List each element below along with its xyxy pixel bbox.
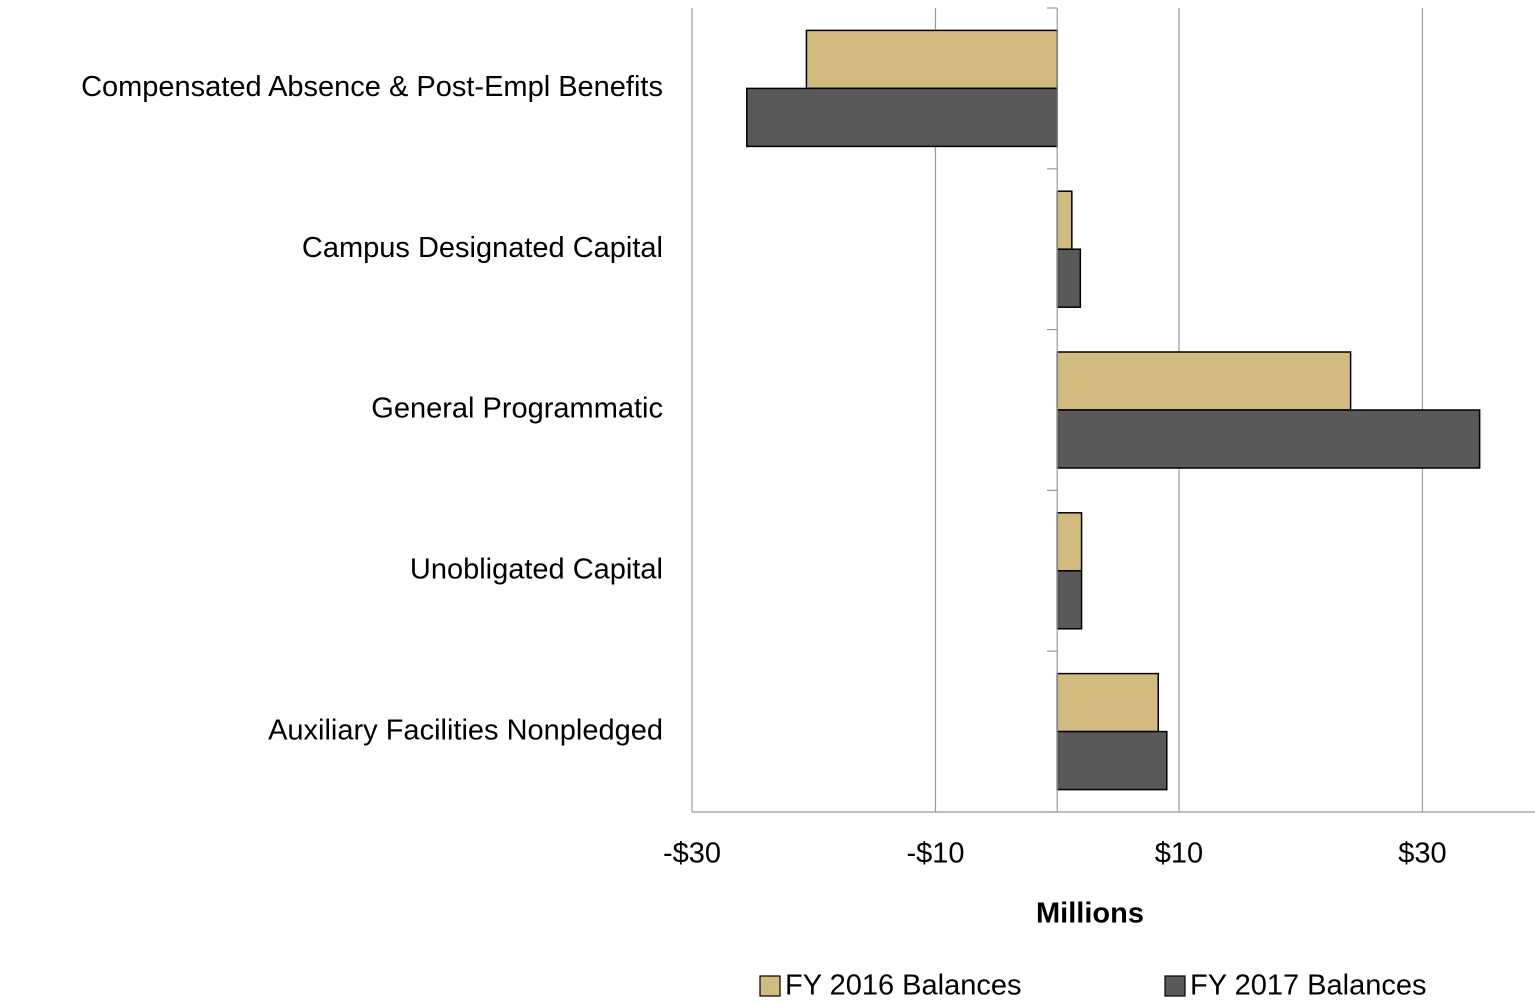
bar [1056,351,1352,411]
y-tick-label: Compensated Absence & Post-Empl Benefits [81,71,663,103]
bar [746,87,1058,148]
bar [1056,672,1160,733]
x-tick-label: $10 [1155,838,1203,870]
bar [1056,512,1083,572]
bar [1056,409,1481,469]
y-tick-label: General Programmatic [371,393,663,425]
legend-swatch [1164,975,1186,997]
x-axis-title: Millions [1036,898,1144,930]
legend-label: FY 2016 Balances [785,970,1021,1002]
legend-swatch [759,975,781,997]
y-tick-label: Auxiliary Facilities Nonpledged [268,714,663,746]
y-tick-label: Unobligated Capital [410,553,663,585]
legend-label: FY 2017 Balances [1190,970,1426,1002]
x-tick-label: -$10 [906,838,964,870]
bar [1056,570,1083,630]
x-tick-label: $30 [1398,838,1446,870]
bar [1056,248,1082,308]
x-tick-label: -$30 [663,838,721,870]
bar [1056,190,1073,250]
bar [1056,730,1168,791]
bar [805,29,1058,90]
y-tick-label: Campus Designated Capital [302,232,663,264]
